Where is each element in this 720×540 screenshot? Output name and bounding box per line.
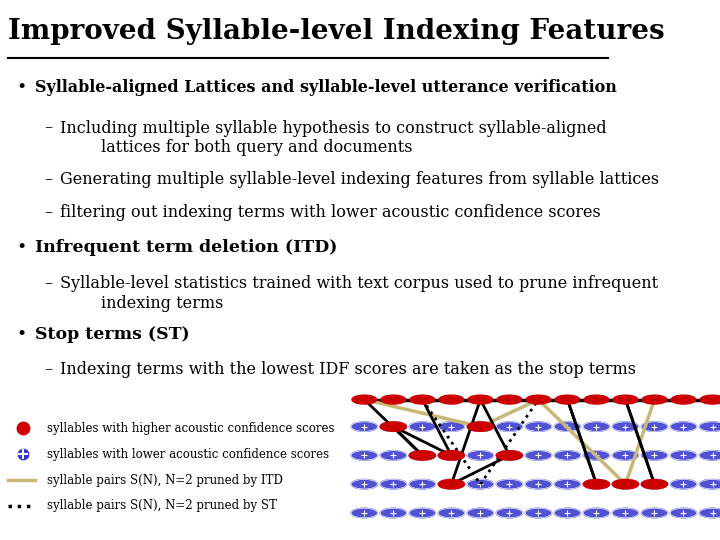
Circle shape	[409, 480, 436, 489]
Circle shape	[554, 480, 580, 489]
Circle shape	[496, 451, 523, 460]
Circle shape	[467, 508, 493, 518]
Circle shape	[642, 508, 667, 518]
Circle shape	[554, 451, 580, 460]
Text: –: –	[45, 171, 53, 187]
Circle shape	[670, 422, 697, 431]
Circle shape	[613, 395, 638, 404]
Text: Infrequent term deletion (ITD): Infrequent term deletion (ITD)	[35, 239, 338, 256]
Circle shape	[612, 480, 639, 489]
Text: syllables with higher acoustic confidence scores: syllables with higher acoustic confidenc…	[48, 422, 335, 435]
Circle shape	[351, 451, 377, 460]
Circle shape	[380, 508, 406, 518]
Circle shape	[438, 422, 464, 431]
Circle shape	[438, 451, 464, 460]
Circle shape	[409, 451, 436, 460]
Circle shape	[612, 422, 639, 431]
Text: –: –	[45, 275, 53, 292]
Text: filtering out indexing terms with lower acoustic confidence scores: filtering out indexing terms with lower …	[60, 205, 600, 221]
Text: •: •	[17, 79, 27, 96]
Circle shape	[642, 422, 667, 431]
Circle shape	[583, 480, 610, 489]
Circle shape	[642, 395, 667, 404]
Circle shape	[642, 480, 667, 489]
Text: –: –	[45, 361, 53, 379]
Circle shape	[381, 395, 405, 404]
Circle shape	[439, 395, 464, 404]
Text: syllable pairs S(N), N=2 pruned by ST: syllable pairs S(N), N=2 pruned by ST	[48, 500, 277, 512]
Circle shape	[496, 451, 523, 460]
Circle shape	[670, 480, 697, 489]
Circle shape	[380, 480, 406, 489]
Circle shape	[583, 451, 610, 460]
Circle shape	[467, 422, 493, 431]
Text: •: •	[17, 239, 27, 256]
Text: syllables with lower acoustic confidence scores: syllables with lower acoustic confidence…	[48, 448, 330, 461]
Circle shape	[671, 395, 696, 404]
Circle shape	[699, 422, 720, 431]
Circle shape	[351, 508, 377, 518]
Circle shape	[409, 422, 436, 431]
Circle shape	[351, 480, 377, 489]
Circle shape	[410, 395, 435, 404]
Circle shape	[700, 395, 720, 404]
Circle shape	[496, 480, 523, 489]
Circle shape	[670, 508, 697, 518]
Circle shape	[409, 451, 436, 460]
Circle shape	[583, 480, 610, 489]
Circle shape	[468, 395, 492, 404]
Circle shape	[380, 451, 406, 460]
Text: syllable pairs S(N), N=2 pruned by ITD: syllable pairs S(N), N=2 pruned by ITD	[48, 474, 283, 487]
Circle shape	[467, 451, 493, 460]
Text: Syllable-aligned Lattices and syllable-level utterance verification: Syllable-aligned Lattices and syllable-l…	[35, 79, 617, 96]
Circle shape	[584, 395, 609, 404]
Text: –: –	[45, 205, 53, 221]
Text: –: –	[45, 119, 53, 137]
Circle shape	[467, 480, 493, 489]
Text: Syllable-level statistics trained with text corpus used to prune infrequent
    : Syllable-level statistics trained with t…	[60, 275, 658, 312]
Circle shape	[642, 480, 667, 489]
Circle shape	[526, 451, 552, 460]
Text: Indexing terms with the lowest IDF scores are taken as the stop terms: Indexing terms with the lowest IDF score…	[60, 361, 636, 379]
Circle shape	[554, 422, 580, 431]
Circle shape	[380, 422, 406, 431]
Circle shape	[351, 422, 377, 431]
Circle shape	[583, 508, 610, 518]
Circle shape	[497, 395, 522, 404]
Circle shape	[352, 395, 377, 404]
Text: Generating multiple syllable-level indexing features from syllable lattices: Generating multiple syllable-level index…	[60, 171, 659, 187]
Text: Improved Syllable-level Indexing Features: Improved Syllable-level Indexing Feature…	[7, 17, 664, 44]
Circle shape	[554, 508, 580, 518]
Circle shape	[526, 508, 552, 518]
Text: •: •	[17, 326, 27, 343]
Circle shape	[496, 508, 523, 518]
Circle shape	[496, 422, 523, 431]
Text: Including multiple syllable hypothesis to construct syllable-aligned
        lat: Including multiple syllable hypothesis t…	[60, 119, 606, 156]
Circle shape	[642, 451, 667, 460]
Circle shape	[555, 395, 580, 404]
Circle shape	[526, 480, 552, 489]
Circle shape	[438, 480, 464, 489]
Circle shape	[583, 422, 610, 431]
Circle shape	[699, 480, 720, 489]
Circle shape	[438, 480, 464, 489]
Circle shape	[438, 508, 464, 518]
Text: Stop terms (ST): Stop terms (ST)	[35, 326, 190, 343]
Circle shape	[699, 508, 720, 518]
Circle shape	[526, 422, 552, 431]
Circle shape	[438, 451, 464, 460]
Circle shape	[612, 508, 639, 518]
Circle shape	[699, 451, 720, 460]
Circle shape	[380, 422, 406, 431]
Circle shape	[467, 422, 493, 431]
Circle shape	[670, 451, 697, 460]
Circle shape	[526, 395, 551, 404]
Circle shape	[409, 508, 436, 518]
Circle shape	[612, 480, 639, 489]
Circle shape	[612, 451, 639, 460]
